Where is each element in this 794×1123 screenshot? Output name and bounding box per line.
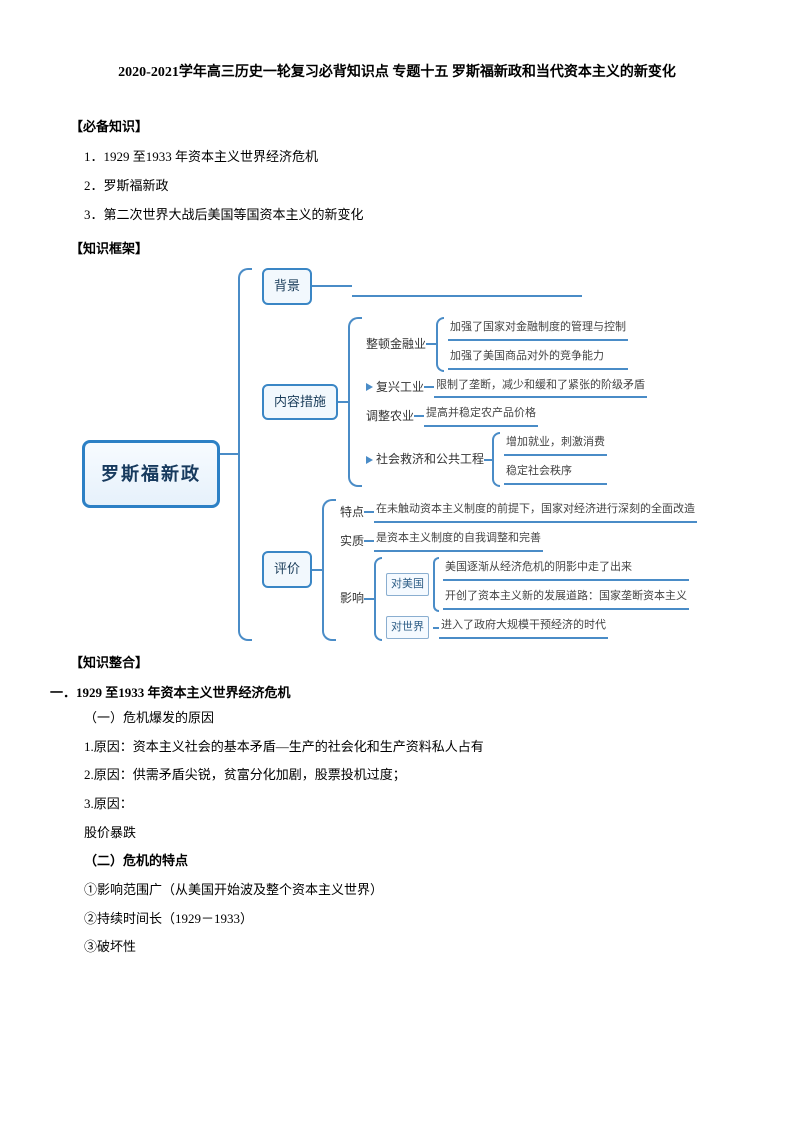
connector bbox=[312, 285, 352, 287]
content-leaf-31: 稳定社会秩序 bbox=[504, 461, 607, 485]
prep-item-3: 3．第二次世界大战后美国等国资本主义的新变化 bbox=[84, 203, 724, 228]
integrate-f3: ③破坏性 bbox=[84, 935, 724, 960]
eval-leaf-00: 在未触动资本主义制度的前提下，国家对经济进行深刻的全面改造 bbox=[374, 499, 697, 523]
bracket-content bbox=[348, 317, 362, 487]
content-leaf-10: 限制了垄断，减少和缓和了紧张的阶级矛盾 bbox=[434, 375, 647, 399]
mindmap-root: 罗斯福新政 bbox=[82, 440, 220, 508]
section-prep-head: 【必备知识】 bbox=[70, 115, 724, 140]
branch-content: 内容措施 bbox=[262, 384, 338, 421]
page-title: 2020-2021学年高三历史一轮复习必背知识点 专题十五 罗斯福新政和当代资本… bbox=[70, 60, 724, 87]
eval-tag-us: 对美国 bbox=[386, 573, 429, 596]
content-leaf-00: 加强了国家对金融制度的管理与控制 bbox=[448, 317, 628, 341]
content-sub-3: 社会救济和公共工程 bbox=[376, 447, 484, 472]
eval-tag-world: 对世界 bbox=[386, 616, 429, 639]
eval-us-leaf-1: 开创了资本主义新的发展道路：国家垄断资本主义 bbox=[443, 586, 689, 610]
bracket-l1 bbox=[238, 268, 252, 640]
pointer-icon bbox=[366, 383, 373, 391]
eval-world-leaf-0: 进入了政府大规模干预经济的时代 bbox=[439, 615, 608, 639]
content-leaf-30: 增加就业，刺激消费 bbox=[504, 432, 607, 456]
section-integrate-head: 【知识整合】 bbox=[70, 651, 724, 676]
integrate-p4: 股价暴跌 bbox=[84, 821, 724, 846]
prep-item-2: 2．罗斯福新政 bbox=[84, 174, 724, 199]
connector bbox=[312, 569, 322, 571]
integrate-p3: 3.原因： bbox=[84, 792, 724, 817]
integrate-f1: ①影响范围广（从美国开始波及整个资本主义世界） bbox=[84, 878, 724, 903]
eval-us-leaf-0: 美国逐渐从经济危机的阴影中走了出来 bbox=[443, 557, 689, 581]
integrate-f2: ②持续时间长（1929－1933） bbox=[84, 907, 724, 932]
branch-eval: 评价 bbox=[262, 551, 312, 588]
eval-sub-1: 实质 bbox=[340, 529, 364, 554]
integrate-p1: 1.原因：资本主义社会的基本矛盾—生产的社会化和生产资料私人占有 bbox=[84, 735, 724, 760]
eval-leaf-10: 是资本主义制度的自我调整和完善 bbox=[374, 528, 543, 552]
pointer-icon bbox=[366, 456, 373, 464]
content-sub-2: 调整农业 bbox=[366, 404, 414, 429]
integrate-sub1: （一）危机爆发的原因 bbox=[84, 706, 724, 731]
content-sub-0: 整顿金融业 bbox=[366, 332, 426, 357]
branch-bg: 背景 bbox=[262, 268, 312, 305]
content-leaf-01: 加强了美国商品对外的竞争能力 bbox=[448, 346, 628, 370]
integrate-sub2: （二）危机的特点 bbox=[84, 849, 724, 874]
section-frame-head: 【知识框架】 bbox=[70, 237, 724, 262]
content-leaf-20: 提高并稳定农产品价格 bbox=[424, 403, 538, 427]
bg-leaf-blank bbox=[352, 273, 582, 297]
bracket-eval bbox=[322, 499, 336, 640]
mindmap: 罗斯福新政 背景 内容措施 整顿金融业 bbox=[82, 268, 724, 640]
connector bbox=[338, 401, 348, 403]
eval-sub-2: 影响 bbox=[340, 586, 364, 611]
content-sub-1: 复兴工业 bbox=[376, 375, 424, 400]
integrate-p2: 2.原因：供需矛盾尖锐，贫富分化加剧，股票投机过度； bbox=[84, 763, 724, 788]
connector bbox=[220, 453, 238, 455]
eval-sub-0: 特点 bbox=[340, 500, 364, 525]
prep-item-1: 1．1929 至1933 年资本主义世界经济危机 bbox=[84, 145, 724, 170]
level1-col: 背景 内容措施 整顿金融业 加强了国家 bbox=[262, 268, 697, 640]
integrate-h1: 一．1929 至1933 年资本主义世界经济危机 bbox=[50, 681, 724, 706]
